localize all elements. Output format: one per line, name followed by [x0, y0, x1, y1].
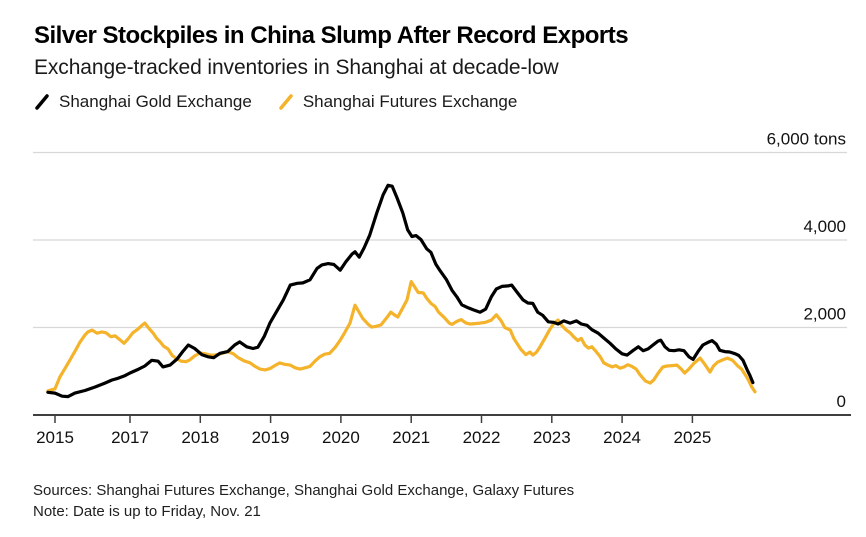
- chart-svg: 2015 2017 2018 2019 2020 2021 2022 2023 2024 2025…: [33, 130, 851, 447]
- y-tick-label: 4,000: [803, 217, 846, 236]
- x-tick-label: 2022: [463, 428, 501, 447]
- chart-footer: Sources: Shanghai Futures Exchange, Shan…: [33, 480, 574, 522]
- chart-subtitle: Exchange-tracked inventories in Shanghai…: [34, 56, 559, 79]
- y-tick-label: 2,000: [803, 305, 846, 324]
- y-tick-label: 0: [837, 392, 846, 411]
- x-tick-label: 2015: [36, 428, 74, 447]
- gridlines: [33, 151, 847, 329]
- slash-mark-icon: [279, 94, 293, 110]
- series-line-shanghai-futures-exchange: [46, 280, 757, 394]
- x-tick-label: 2023: [533, 428, 571, 447]
- x-tick-label: 2024: [603, 428, 641, 447]
- legend-label: Shanghai Gold Exchange: [59, 92, 252, 111]
- legend-item-shanghai-gold-exchange: Shanghai Gold Exchange: [34, 92, 252, 112]
- y-tick-label: 6,000 tons: [767, 130, 846, 149]
- slash-mark-icon: [35, 94, 49, 110]
- series-lines: [46, 183, 757, 399]
- series-line-shanghai-gold-exchange: [46, 183, 755, 399]
- chart-title: Silver Stockpiles in China Slump After R…: [34, 22, 629, 49]
- x-axis: [33, 414, 851, 423]
- note-text: Note: Date is up to Friday, Nov. 21: [33, 503, 261, 520]
- sources-text: Sources: Shanghai Futures Exchange, Shan…: [33, 482, 575, 499]
- x-tick-label: 2021: [392, 428, 430, 447]
- legend-item-shanghai-futures-exchange: Shanghai Futures Exchange: [278, 92, 518, 112]
- y-tick-labels: 0 2,000 4,000 6,000 tons: [767, 130, 846, 412]
- x-tick-label: 2025: [673, 428, 711, 447]
- x-tick-labels: 2015 2017 2018 2019 2020 2021 2022 2023 2024 2025: [36, 428, 711, 447]
- x-tick-label: 2020: [322, 428, 360, 447]
- legend-label: Shanghai Futures Exchange: [302, 92, 518, 111]
- chart-legend: Shanghai Gold Exchange Shanghai Futures …: [34, 92, 517, 112]
- x-tick-label: 2017: [111, 428, 149, 447]
- x-tick-label: 2019: [252, 428, 290, 447]
- x-tick-label: 2018: [181, 428, 219, 447]
